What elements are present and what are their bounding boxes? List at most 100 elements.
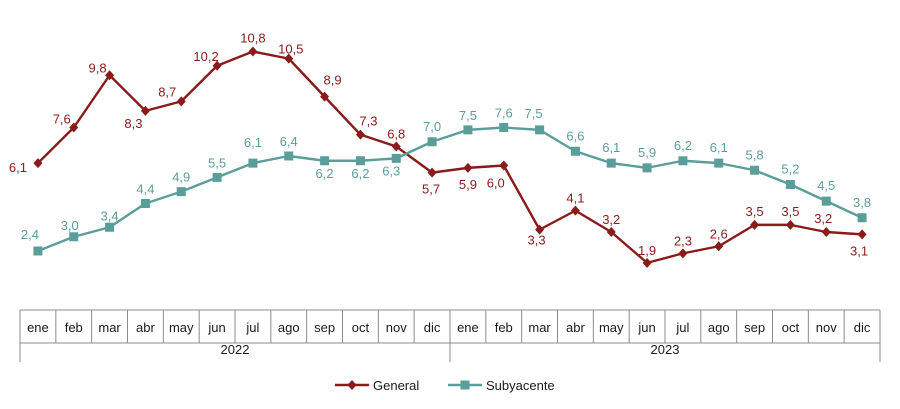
data-label-general: 7,6 [53, 112, 71, 127]
data-label-general: 6,8 [387, 127, 405, 142]
data-label-subyacente: 4,9 [172, 170, 190, 185]
data-label-subyacente: 7,0 [423, 119, 441, 134]
data-point-subyacente [391, 153, 401, 163]
data-point-subyacente [714, 158, 724, 168]
data-label-general: 10,2 [193, 49, 218, 64]
tick-label-dic: dic [424, 320, 441, 335]
data-label-general: 3,5 [781, 204, 799, 219]
year-label-2023: 2023 [651, 342, 680, 357]
series-subyacente [33, 123, 867, 256]
data-label-general: 3,3 [528, 233, 546, 248]
year-label-2022: 2022 [221, 342, 250, 357]
legend-item-general: General [335, 378, 419, 393]
data-label-general: 5,7 [422, 182, 440, 197]
data-point-subyacente [570, 146, 580, 156]
tick-label-nov: nov [386, 320, 407, 335]
data-label-general: 6,0 [487, 176, 505, 191]
data-point-subyacente [105, 222, 115, 232]
data-label-general: 7,3 [359, 114, 377, 129]
tick-label-abr: abr [136, 320, 155, 335]
tick-label-mar: mar [98, 320, 121, 335]
tick-label-may: may [599, 320, 624, 335]
data-point-general [355, 129, 365, 140]
data-point-general [105, 70, 115, 81]
tick-label-ago: ago [278, 320, 300, 335]
data-label-subyacente: 6,2 [351, 166, 369, 181]
data-point-general [678, 248, 688, 259]
data-point-general [606, 227, 616, 237]
data-point-general [642, 257, 652, 268]
data-point-subyacente [320, 156, 330, 166]
data-point-subyacente [33, 246, 43, 256]
tick-label-oct: oct [782, 320, 800, 335]
data-point-general [69, 122, 79, 133]
tick-label-feb: feb [65, 320, 83, 335]
tick-label-ene: ene [457, 320, 479, 335]
legend-swatch-marker [460, 380, 470, 390]
data-label-general: 8,7 [158, 84, 176, 99]
data-label-subyacente: 6,1 [710, 140, 728, 155]
data-point-general [284, 53, 294, 64]
data-point-subyacente [642, 163, 652, 173]
data-label-general: 1,9 [638, 243, 656, 258]
data-label-general: 10,8 [240, 31, 265, 46]
tick-label-feb: feb [495, 320, 513, 335]
data-label-subyacente: 6,1 [602, 140, 620, 155]
category-axis: ene feb mar abr may jun jul ago sep oct nov dic ene f… [19, 309, 881, 362]
data-point-subyacente [355, 156, 365, 166]
data-label-general: 2,3 [674, 233, 692, 248]
tick-label-nov: nov [816, 320, 837, 335]
tick-label-jul: jul [675, 320, 689, 335]
data-point-subyacente [427, 137, 437, 147]
data-label-subyacente: 2,4 [21, 227, 39, 242]
data-point-subyacente [463, 125, 473, 135]
data-label-subyacente: 3,4 [101, 208, 119, 223]
legend-item-subyacente: Subyacente [448, 378, 555, 393]
data-point-subyacente [857, 213, 867, 223]
data-point-subyacente [606, 158, 616, 168]
data-label-general: 8,3 [124, 116, 142, 131]
data-labels: 6,1 7,6 9,8 8,3 8,7 10,2 10,8 10,5 8,9 7,3 6,8 5,7 5… [9, 31, 871, 259]
legend-label: Subyacente [486, 378, 555, 393]
data-label-subyacente: 6,1 [244, 135, 262, 150]
data-label-general: 3,2 [814, 211, 832, 226]
data-label-general: 10,5 [278, 42, 303, 57]
data-label-subyacente: 4,4 [136, 182, 154, 197]
tick-label-jul: jul [245, 320, 259, 335]
data-point-general [176, 96, 186, 107]
data-label-subyacente: 7,5 [459, 108, 477, 123]
data-point-general [391, 141, 401, 152]
data-point-general [535, 224, 545, 235]
legend: General Subyacente [335, 378, 555, 393]
data-label-subyacente: 7,6 [495, 106, 513, 121]
data-point-subyacente [69, 232, 79, 242]
data-point-subyacente [678, 156, 688, 166]
data-label-subyacente: 6,4 [280, 134, 298, 149]
data-point-subyacente [499, 123, 509, 132]
data-point-general [821, 227, 831, 237]
data-point-subyacente [284, 151, 294, 161]
data-label-general: 2,6 [710, 226, 728, 241]
data-label-subyacente: 3,0 [61, 218, 79, 233]
tick-label-sep: sep [314, 320, 335, 335]
data-point-general [570, 205, 580, 216]
data-point-general [750, 219, 760, 230]
series-layer [33, 46, 867, 268]
series-general [33, 46, 867, 268]
data-point-general [140, 105, 150, 116]
data-point-subyacente [212, 172, 222, 182]
series-line-general [37, 50, 863, 265]
data-point-subyacente [176, 187, 186, 197]
data-point-general [714, 241, 724, 252]
data-point-general [212, 60, 222, 71]
data-point-general [857, 229, 867, 240]
data-label-general: 4,1 [566, 191, 584, 206]
data-point-subyacente [750, 165, 760, 175]
data-label-general: 3,2 [602, 212, 620, 227]
data-label-subyacente: 6,3 [382, 163, 400, 178]
data-label-subyacente: 5,8 [746, 147, 764, 162]
tick-label-abr: abr [566, 320, 585, 335]
data-point-subyacente [535, 125, 545, 135]
data-point-general [248, 46, 258, 57]
